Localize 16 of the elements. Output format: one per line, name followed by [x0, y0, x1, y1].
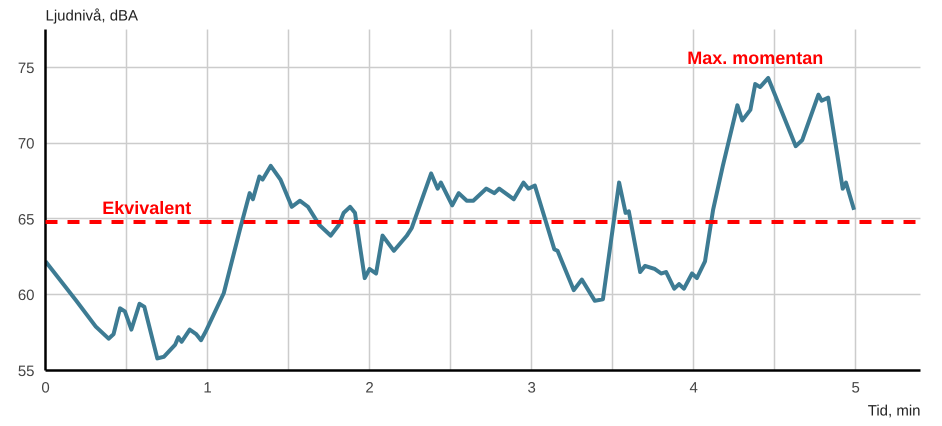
x-tick-label: 2: [365, 380, 374, 396]
x-tick-label: 5: [852, 380, 860, 396]
x-axis-title: Tid, min: [868, 402, 921, 420]
x-tick-label: 4: [689, 380, 698, 396]
x-tick-label: 0: [41, 380, 50, 396]
ref-line-label: Ekvivalent: [102, 198, 192, 218]
annotation: Max. momentan: [687, 48, 824, 68]
x-tick-label: 3: [527, 380, 536, 396]
y-tick-label: 65: [18, 211, 35, 228]
y-tick-label: 60: [18, 287, 35, 304]
line-series: [46, 76, 856, 360]
y-tick-label: 70: [18, 136, 35, 153]
y-axis-title: Ljudnivå, dBA: [46, 8, 138, 24]
y-tick-label: 75: [18, 60, 35, 77]
y-tick-label: 55: [18, 363, 35, 380]
x-tick-label: 1: [203, 380, 212, 396]
